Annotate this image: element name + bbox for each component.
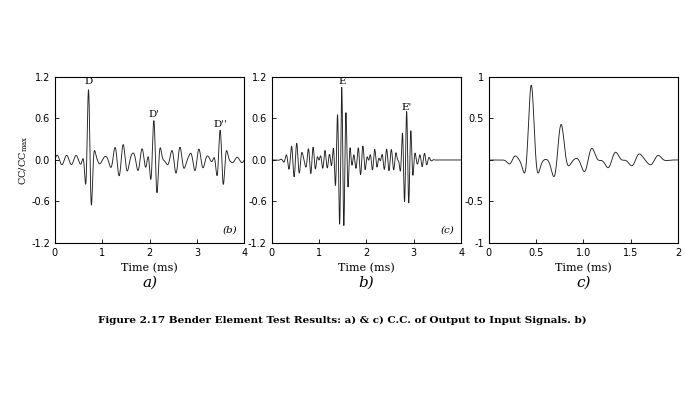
Text: Figure 2.17 Bender Element Test Results: a) & c) C.C. of Output to Input Signals: Figure 2.17 Bender Element Test Results:… xyxy=(98,316,587,325)
X-axis label: Time (ms): Time (ms) xyxy=(555,263,612,274)
Y-axis label: CC/CC$_{\mathregular{max}}$: CC/CC$_{\mathregular{max}}$ xyxy=(17,135,29,185)
Text: D': D' xyxy=(149,110,160,119)
Text: E': E' xyxy=(401,103,412,112)
Text: (b): (b) xyxy=(223,226,237,234)
Text: E: E xyxy=(338,77,346,86)
X-axis label: Time (ms): Time (ms) xyxy=(121,263,178,274)
Text: b): b) xyxy=(359,275,374,290)
Text: D'': D'' xyxy=(214,120,227,129)
Text: (c): (c) xyxy=(440,226,454,234)
Text: D: D xyxy=(85,77,93,86)
X-axis label: Time (ms): Time (ms) xyxy=(338,263,395,274)
Text: c): c) xyxy=(576,275,590,290)
Text: a): a) xyxy=(142,275,157,290)
